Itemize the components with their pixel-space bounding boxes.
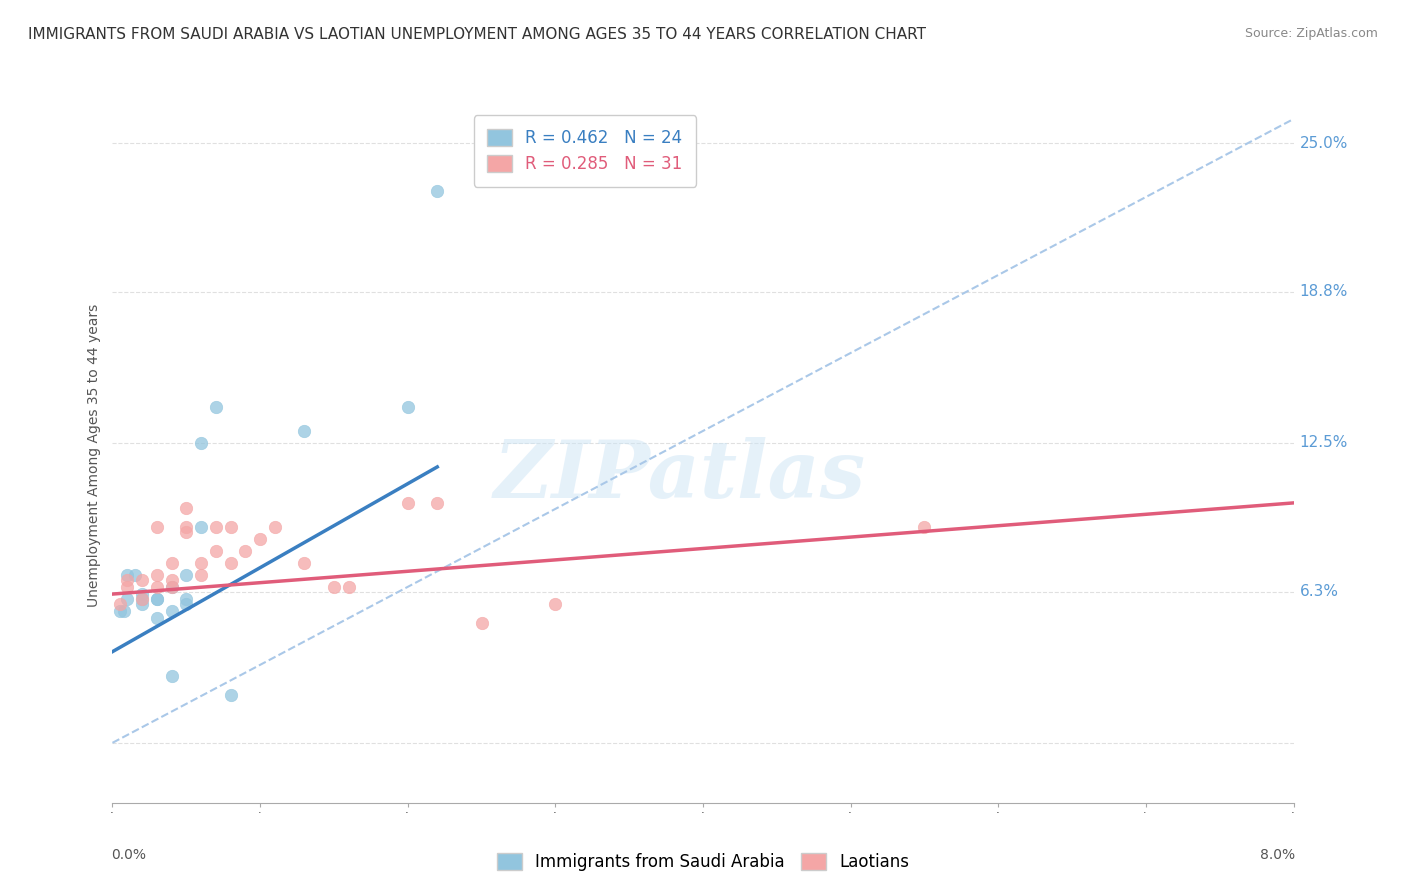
- Point: [131, 573, 153, 587]
- Text: 0.0%: 0.0%: [111, 848, 146, 862]
- Point: [117, 591, 138, 606]
- Point: [337, 580, 360, 594]
- Point: [190, 520, 212, 534]
- Point: [426, 496, 449, 510]
- Text: IMMIGRANTS FROM SAUDI ARABIA VS LAOTIAN UNEMPLOYMENT AMONG AGES 35 TO 44 YEARS C: IMMIGRANTS FROM SAUDI ARABIA VS LAOTIAN …: [28, 27, 927, 42]
- Point: [146, 591, 169, 606]
- Point: [205, 520, 228, 534]
- Text: 25.0%: 25.0%: [1299, 136, 1348, 151]
- Point: [264, 520, 287, 534]
- Point: [146, 567, 169, 582]
- Point: [396, 400, 419, 414]
- Point: [160, 580, 183, 594]
- Text: 6.3%: 6.3%: [1299, 584, 1339, 599]
- Point: [146, 520, 169, 534]
- Point: [174, 597, 197, 611]
- Point: [174, 591, 197, 606]
- Point: [160, 604, 183, 618]
- Text: 8.0%: 8.0%: [1260, 848, 1295, 862]
- Point: [471, 615, 494, 630]
- Point: [117, 580, 138, 594]
- Point: [160, 573, 183, 587]
- Point: [160, 580, 183, 594]
- Point: [146, 591, 169, 606]
- Point: [160, 556, 183, 570]
- Point: [117, 567, 138, 582]
- Point: [108, 597, 131, 611]
- Point: [249, 532, 271, 546]
- Y-axis label: Unemployment Among Ages 35 to 44 years: Unemployment Among Ages 35 to 44 years: [87, 303, 101, 607]
- Point: [174, 520, 197, 534]
- Point: [292, 424, 315, 438]
- Point: [131, 591, 153, 606]
- Point: [124, 567, 146, 582]
- Point: [292, 556, 315, 570]
- Text: Source: ZipAtlas.com: Source: ZipAtlas.com: [1244, 27, 1378, 40]
- Point: [323, 580, 346, 594]
- Point: [190, 556, 212, 570]
- Point: [190, 567, 212, 582]
- Point: [117, 573, 138, 587]
- Point: [131, 591, 153, 606]
- Point: [190, 436, 212, 450]
- Point: [544, 597, 567, 611]
- Point: [160, 668, 183, 682]
- Point: [233, 544, 256, 558]
- Point: [174, 567, 197, 582]
- Point: [146, 611, 169, 625]
- Point: [396, 496, 419, 510]
- Point: [205, 544, 228, 558]
- Point: [131, 587, 153, 601]
- Point: [205, 400, 228, 414]
- Point: [174, 524, 197, 539]
- Point: [914, 520, 936, 534]
- Point: [131, 597, 153, 611]
- Legend: Immigrants from Saudi Arabia, Laotians: Immigrants from Saudi Arabia, Laotians: [489, 847, 917, 878]
- Point: [219, 688, 242, 702]
- Point: [108, 604, 131, 618]
- Text: 12.5%: 12.5%: [1299, 435, 1348, 450]
- Text: 18.8%: 18.8%: [1299, 285, 1348, 300]
- Point: [112, 604, 135, 618]
- Point: [219, 520, 242, 534]
- Text: ZIPatlas: ZIPatlas: [494, 437, 866, 515]
- Point: [426, 184, 449, 198]
- Point: [174, 500, 197, 515]
- Point: [146, 580, 169, 594]
- Point: [219, 556, 242, 570]
